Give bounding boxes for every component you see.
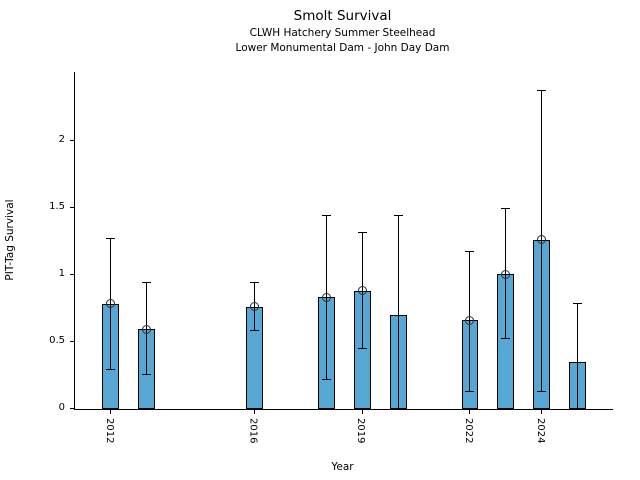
y-tick-1	[70, 273, 74, 275]
error-cap-low-2020	[393, 408, 403, 409]
point-marker-2023	[501, 269, 511, 279]
error-cap-low-2024	[537, 390, 547, 392]
error-cap-high-2012	[106, 237, 116, 239]
error-cap-high-2022	[465, 251, 475, 253]
y-axis-line	[74, 72, 75, 410]
point-marker-2016	[250, 302, 260, 312]
y-tick-2	[70, 139, 74, 141]
x-tick-label-2019: 2019	[355, 417, 367, 443]
chart-subtitle-line1: CLWH Hatchery Summer Steelhead	[249, 27, 436, 39]
error-bar-2020	[397, 215, 399, 409]
chart-subtitle-line2: Lower Monumental Dam - John Day Dam	[235, 42, 450, 54]
error-cap-high-2025	[573, 303, 583, 305]
x-tick-2016	[254, 409, 256, 414]
error-cap-low-2013	[142, 374, 152, 376]
x-axis-label: Year	[331, 461, 354, 473]
y-tick-label-0.5: 0.5	[49, 334, 65, 346]
point-marker-2019	[357, 286, 367, 296]
y-tick-label-0: 0	[58, 402, 65, 413]
point-marker-2013	[142, 324, 152, 334]
error-cap-low-2018	[321, 378, 331, 380]
x-tick-2012	[110, 409, 112, 414]
error-cap-low-2019	[357, 347, 367, 349]
point-marker-2024	[537, 235, 547, 245]
y-tick-label-1.5: 1.5	[49, 200, 65, 212]
y-tick-1.5	[70, 206, 74, 208]
error-cap-high-2024	[537, 90, 547, 92]
x-tick-label-2024: 2024	[534, 417, 546, 443]
error-cap-low-2025	[573, 408, 583, 409]
x-tick-label-2012: 2012	[103, 417, 115, 443]
error-cap-high-2013	[142, 281, 152, 283]
x-tick-label-2016: 2016	[247, 417, 259, 443]
error-cap-high-2018	[321, 214, 331, 216]
x-tick-2022	[469, 409, 471, 414]
y-tick-0	[70, 408, 74, 409]
error-cap-high-2020	[393, 214, 403, 216]
error-cap-low-2022	[465, 390, 475, 392]
x-tick-label-2022: 2022	[462, 417, 474, 443]
error-cap-low-2016	[250, 330, 260, 332]
error-cap-high-2016	[250, 281, 260, 283]
x-tick-2024	[541, 409, 543, 414]
error-cap-high-2019	[357, 232, 367, 234]
error-cap-low-2023	[501, 338, 511, 340]
y-tick-label-1: 1	[58, 267, 65, 279]
error-bar-2025	[577, 303, 579, 409]
point-marker-2012	[106, 299, 116, 309]
x-tick-2019	[361, 409, 363, 414]
point-marker-2018	[321, 292, 331, 302]
x-axis-line	[74, 408, 613, 410]
point-marker-2022	[465, 315, 475, 325]
y-tick-0.5	[70, 340, 74, 342]
error-cap-high-2023	[501, 208, 511, 210]
y-tick-label-2: 2	[58, 133, 65, 145]
chart-title: Smolt Survival	[293, 8, 392, 24]
error-cap-low-2012	[106, 369, 116, 371]
